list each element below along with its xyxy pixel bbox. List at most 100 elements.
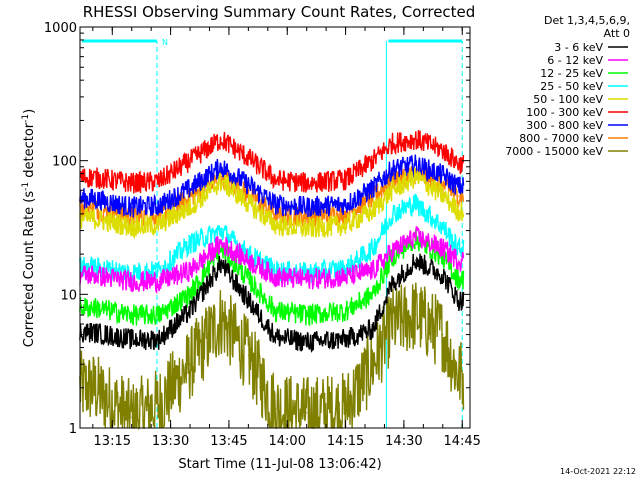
- data-point: [131, 182, 133, 184]
- plot-area: N: [79, 38, 465, 431]
- data-point: [457, 299, 459, 301]
- x-axis-label: Start Time (11-Jul-08 13:06:42): [178, 457, 381, 472]
- data-point: [92, 198, 94, 200]
- data-point: [442, 248, 444, 250]
- y-tick-label: 1000: [44, 21, 77, 36]
- legend-label: 100 - 300 keV: [526, 106, 603, 119]
- data-point: [306, 216, 308, 218]
- data-point: [442, 184, 444, 186]
- series-300-800-kev: [79, 154, 465, 218]
- data-point: [372, 363, 374, 365]
- series-line: [79, 154, 465, 218]
- data-point: [131, 206, 133, 208]
- data-point: [131, 280, 133, 282]
- data-point: [220, 180, 222, 182]
- data-point: [220, 176, 222, 178]
- legend-label: 50 - 100 keV: [533, 93, 603, 106]
- series-line: [79, 226, 465, 295]
- data-point: [415, 176, 417, 178]
- plot-frame: [79, 26, 471, 429]
- data-point: [189, 363, 191, 365]
- data-point: [442, 174, 444, 176]
- series-line: [79, 130, 465, 194]
- data-point: [158, 224, 160, 226]
- data-point: [391, 213, 393, 215]
- data-point: [372, 210, 374, 212]
- data-point: [345, 310, 347, 312]
- data-point: [220, 166, 222, 168]
- data-point: [415, 314, 417, 316]
- data-point: [220, 318, 222, 320]
- x-tick-label: 13:45: [210, 434, 247, 449]
- data-point: [189, 293, 191, 295]
- data-point: [391, 142, 393, 144]
- data-point: [158, 214, 160, 216]
- data-point: [158, 180, 160, 182]
- series-50-100-kev: [79, 167, 465, 240]
- data-point: [275, 179, 277, 181]
- data-point: [92, 331, 94, 333]
- night-marker-label: N: [162, 38, 168, 47]
- data-point: [189, 206, 191, 208]
- data-point: [220, 248, 222, 250]
- data-point: [189, 160, 191, 162]
- data-point: [372, 160, 374, 162]
- y-tick-label: 10: [60, 288, 77, 303]
- data-point: [275, 310, 277, 312]
- data-point: [457, 195, 459, 197]
- data-point: [275, 407, 277, 410]
- data-point: [131, 226, 133, 228]
- series-line: [79, 253, 465, 353]
- data-point: [457, 248, 459, 250]
- x-tick-label: 14:30: [385, 434, 422, 449]
- data-point: [247, 202, 249, 204]
- data-point: [372, 328, 374, 330]
- data-point: [247, 184, 249, 186]
- data-point: [457, 374, 459, 376]
- data-point: [442, 194, 444, 196]
- legend-label: 7000 - 15000 keV: [505, 145, 603, 158]
- data-point: [442, 274, 444, 276]
- data-point: [391, 283, 393, 285]
- legend-label: 12 - 25 keV: [540, 67, 603, 80]
- y-tick-label: 1: [69, 422, 77, 437]
- y-axis-label-sup2: -1: [21, 114, 31, 123]
- data-point: [189, 270, 191, 272]
- data-point: [415, 164, 417, 166]
- data-point: [189, 242, 191, 245]
- data-point: [457, 259, 459, 261]
- data-point: [131, 416, 133, 418]
- data-point: [345, 407, 347, 410]
- data-point: [275, 203, 277, 206]
- data-point: [189, 187, 191, 189]
- data-point: [275, 224, 277, 226]
- legend-label: 800 - 7000 keV: [519, 132, 603, 145]
- data-point: [457, 210, 459, 212]
- data-point: [247, 253, 249, 255]
- x-tick-label: 14:45: [443, 434, 480, 449]
- data-point: [442, 226, 444, 228]
- data-point: [131, 216, 133, 218]
- data-point: [345, 338, 347, 340]
- data-point: [275, 336, 277, 338]
- y-axis-label-sup1: -1: [21, 182, 31, 191]
- data-point: [306, 206, 308, 208]
- chart-title: RHESSI Observing Summary Count Rates, Co…: [83, 3, 476, 21]
- data-point: [158, 338, 160, 340]
- x-tick-label: 14:00: [269, 434, 306, 449]
- data-point: [247, 259, 249, 261]
- legend-header-line-2: Att 0: [604, 27, 630, 40]
- data-point: [457, 186, 459, 188]
- legend-header-line-1: Det 1,3,4,5,6,9,: [544, 14, 630, 27]
- data-point: [345, 203, 347, 206]
- data-point: [345, 213, 347, 215]
- data-point: [345, 276, 347, 278]
- data-point: [306, 182, 308, 184]
- data-point: [372, 187, 374, 189]
- data-point: [275, 270, 277, 272]
- data-point: [391, 250, 393, 252]
- data-point: [158, 280, 160, 282]
- data-point: [220, 262, 222, 265]
- data-point: [442, 256, 444, 258]
